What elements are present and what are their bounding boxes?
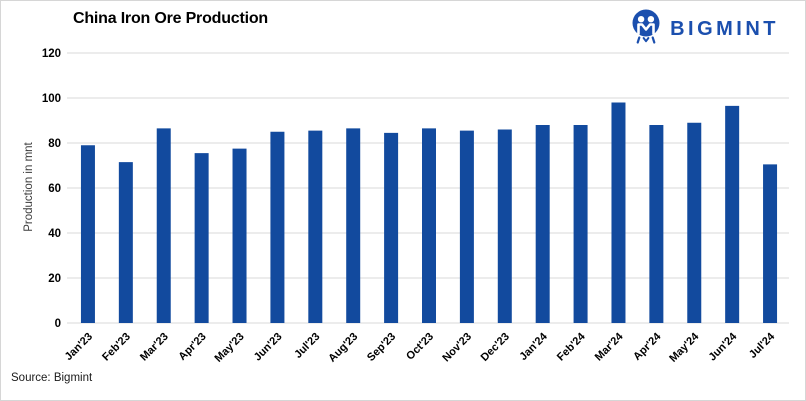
x-tick-label: Feb'23 <box>100 331 133 364</box>
y-tick-label: 60 <box>48 183 61 195</box>
source-note: Source: Bigmint <box>11 372 93 384</box>
chart-bar <box>497 129 512 323</box>
chart-bar <box>270 131 285 323</box>
y-tick-label: 100 <box>42 93 61 105</box>
y-tick-label: 0 <box>55 318 61 330</box>
x-tick-label: Dec'23 <box>479 331 512 364</box>
x-tick-label: Jun'23 <box>252 331 285 364</box>
y-axis-title: Production in mnt <box>23 142 35 232</box>
x-tick-label: Sep'23 <box>365 331 398 364</box>
chart-bar <box>535 125 550 323</box>
y-tick-label: 40 <box>48 228 61 240</box>
chart-bar <box>308 130 323 323</box>
x-tick-label: Oct'23 <box>404 331 436 363</box>
miner-circle-icon <box>629 7 663 52</box>
chart-bar <box>459 130 474 323</box>
x-tick-label: Feb'24 <box>555 330 588 363</box>
x-tick-label: Mar'24 <box>593 330 626 363</box>
chart-bar <box>573 125 588 323</box>
brand-logo: BIGMINT <box>629 7 779 52</box>
chart-bar <box>346 128 361 323</box>
x-tick-label: Mar'23 <box>138 331 171 364</box>
y-tick-label: 20 <box>48 273 61 285</box>
chart-bar <box>725 105 740 323</box>
brand-name: BIGMINT <box>670 18 779 40</box>
x-tick-label: Nov'23 <box>440 331 474 365</box>
chart-bar <box>232 148 247 323</box>
chart-bar <box>194 153 209 323</box>
chart-bar <box>611 102 626 323</box>
x-tick-label: May'24 <box>667 330 702 365</box>
chart-bar <box>687 122 702 323</box>
x-tick-label: Jan'23 <box>63 331 95 363</box>
chart-bar <box>384 132 399 323</box>
x-tick-label: Jun'24 <box>706 330 739 363</box>
y-tick-label: 80 <box>48 138 61 150</box>
x-tick-label: Jan'24 <box>517 330 550 363</box>
x-tick-label: May'23 <box>213 331 247 365</box>
chart-bar <box>422 128 436 323</box>
x-tick-label: Apr'24 <box>631 330 664 363</box>
chart-bar <box>156 128 171 323</box>
x-tick-label: Jul'23 <box>292 331 322 361</box>
chart-bar <box>763 164 778 323</box>
x-tick-label: Apr'23 <box>176 331 208 363</box>
chart-title: China Iron Ore Production <box>73 10 269 27</box>
chart-bar <box>649 125 664 323</box>
x-tick-label: Aug'23 <box>326 331 360 365</box>
y-tick-label: 120 <box>42 48 61 60</box>
x-tick-label: Jul'24 <box>747 330 778 361</box>
chart-bar <box>80 145 95 323</box>
chart-bar <box>118 162 133 323</box>
